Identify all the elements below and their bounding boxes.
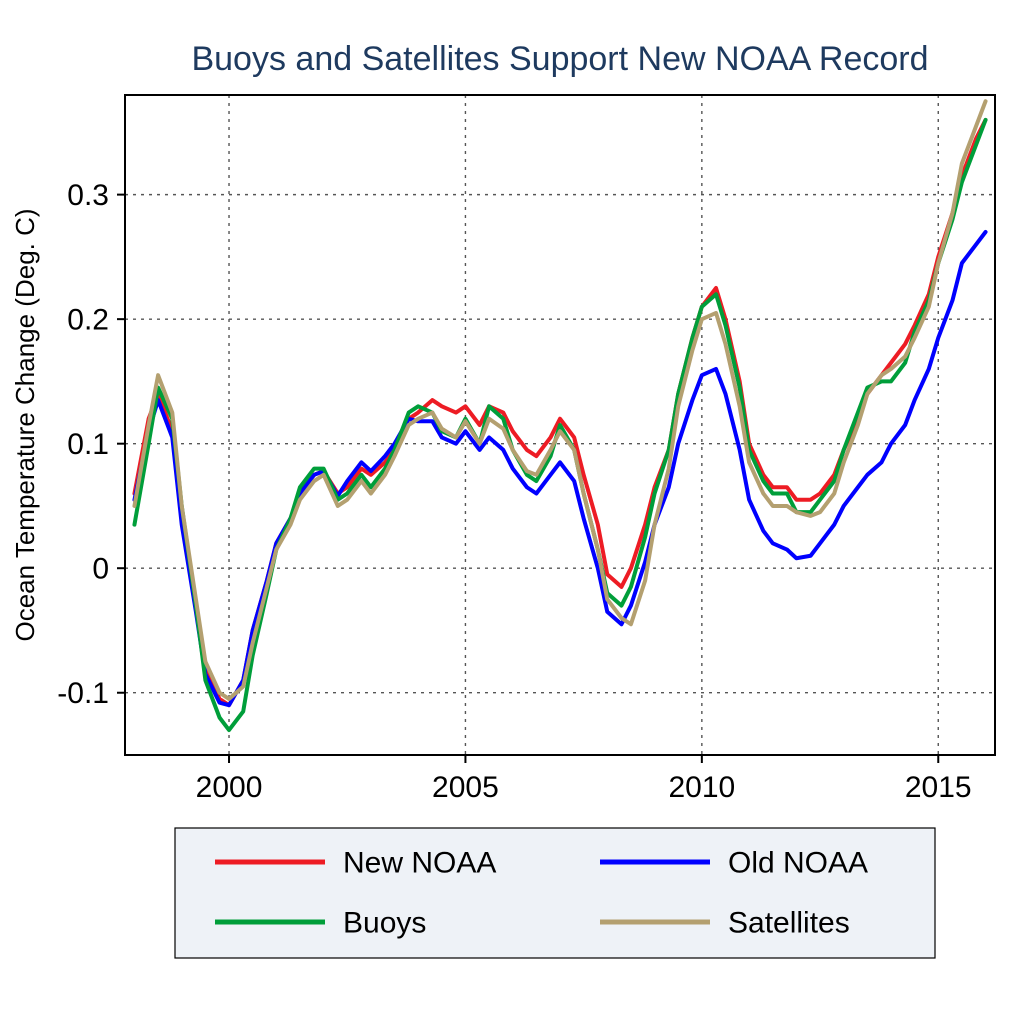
xtick-label: 2005 <box>432 771 499 804</box>
ytick-label: 0.2 <box>67 304 109 337</box>
ytick-label: 0.3 <box>67 179 109 212</box>
chart-title: Buoys and Satellites Support New NOAA Re… <box>191 40 928 78</box>
ytick-label: 0.1 <box>67 428 109 461</box>
y-axis-label: Ocean Temperature Change (Deg. C) <box>10 208 40 641</box>
legend-label: Buoys <box>343 907 426 940</box>
xtick-label: 2010 <box>668 771 735 804</box>
legend-label: Old NOAA <box>728 847 868 880</box>
ytick-label: -0.1 <box>57 677 109 710</box>
xtick-label: 2000 <box>196 771 263 804</box>
chart-svg: Buoys and Satellites Support New NOAA Re… <box>0 0 1024 1024</box>
legend-label: New NOAA <box>343 847 496 880</box>
ytick-label: 0 <box>92 553 109 586</box>
legend-label: Satellites <box>728 907 850 940</box>
xtick-label: 2015 <box>905 771 972 804</box>
chart-container: Buoys and Satellites Support New NOAA Re… <box>0 0 1024 1024</box>
